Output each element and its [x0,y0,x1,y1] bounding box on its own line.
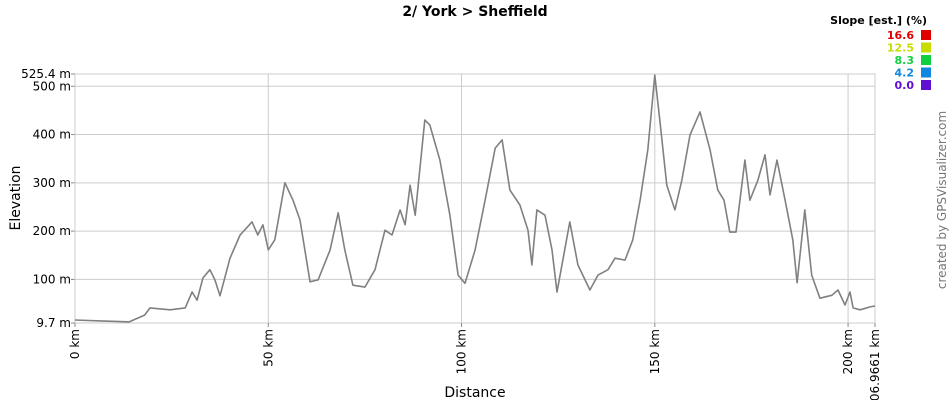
x-tick-label: 0 km [68,329,82,359]
legend-swatch [921,30,931,40]
chart-title: 2/ York > Sheffield [402,4,547,20]
legend-label: 16.6 [887,29,914,42]
legend-swatch [921,55,931,65]
legend-swatch [921,42,931,53]
y-axis-label: Elevation [8,165,24,230]
x-tick-label: 200 km [841,329,855,374]
legend-label: 8.3 [895,54,915,67]
legend-title: Slope [est.] (%) [830,14,927,27]
y-tick-label: 100 m [33,272,71,286]
y-tick-label: 525.4 m [21,67,71,81]
y-tick-label: 200 m [33,224,71,238]
y-tick-label: 500 m [33,79,71,93]
credit: created by GPSVisualizer.com [935,111,949,289]
y-tick-label: 300 m [33,176,71,190]
x-tick-label: 206.9661 km [868,329,882,400]
x-tick-label: 50 km [261,329,275,367]
x-tick-label: 150 km [648,329,662,374]
elevation-line [74,74,876,323]
legend-label: 12.5 [887,42,914,55]
y-tick-label: 400 m [33,128,71,142]
legend-swatch [921,67,931,78]
legend-label: 0.0 [895,79,915,92]
y-tick-label: 9.7 m [36,316,71,330]
x-tick-label: 100 km [455,329,469,374]
x-axis-label: Distance [444,385,505,400]
legend-label: 4.2 [895,67,915,80]
legend-swatch [921,80,931,90]
plot-area [74,73,876,324]
